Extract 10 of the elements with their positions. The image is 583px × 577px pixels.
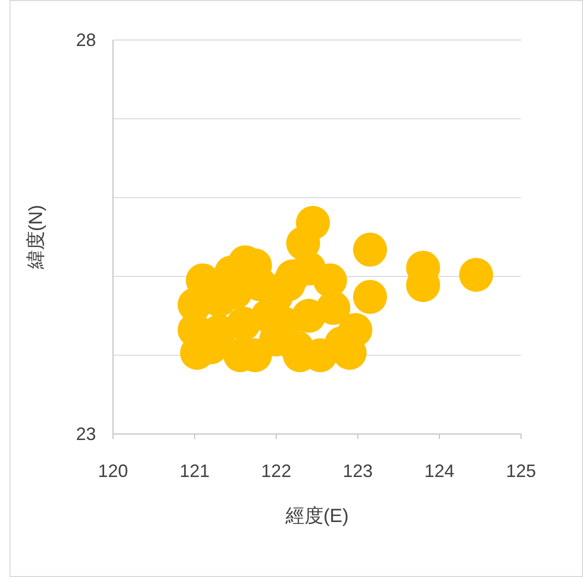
x-tick-label: 122 <box>261 461 292 481</box>
x-tick-label: 121 <box>180 461 210 481</box>
x-tick-label: 120 <box>98 461 128 481</box>
y-tick-label: 23 <box>76 424 96 444</box>
y-tick-label: 28 <box>76 30 96 50</box>
x-tick-label: 124 <box>424 461 454 481</box>
x-axis-title: 經度(E) <box>284 505 349 527</box>
y-axis-title: 緯度(N) <box>25 204 47 270</box>
x-tick-label: 123 <box>342 461 373 481</box>
x-tick-label: 125 <box>506 461 536 481</box>
